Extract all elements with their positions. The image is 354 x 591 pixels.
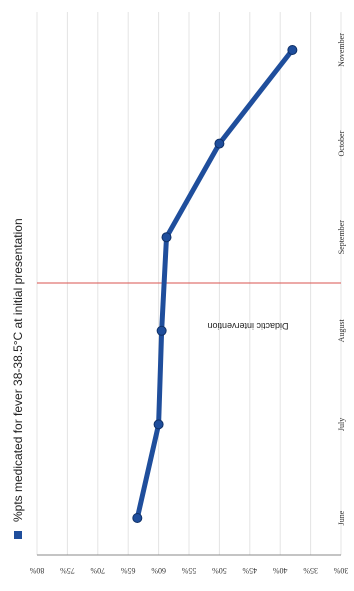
data-point [287,45,298,55]
legend-swatch [14,531,22,539]
data-point [161,232,172,243]
legend-label: %pts medicated for fever 38-38.5°C at in… [11,218,25,522]
x-category-label: November [337,33,346,67]
y-tick-label: 65% [121,566,136,575]
data-point [214,138,225,149]
data-point [156,325,167,336]
y-tick-label: 70% [90,566,105,575]
y-tick-label: 55% [181,566,196,575]
y-axis-tick-labels: 30% 35% 40% 45% 50% 55% 60% 65% 70% 75% 80% [29,566,348,575]
legend: %pts medicated for fever 38-38.5°C at in… [11,218,25,539]
y-tick-label: 80% [29,566,44,575]
x-axis-category-labels: June July August September October November [337,33,346,526]
data-point [153,419,164,430]
y-tick-label: 30% [333,566,348,575]
intervention-label: Didactic intervention [207,321,288,331]
x-category-label: July [337,418,346,431]
x-category-label: October [337,130,346,156]
y-tick-label: 60% [151,566,166,575]
series-line [134,47,295,521]
y-tick-label: 75% [60,566,75,575]
y-tick-label: 45% [242,566,257,575]
x-category-label: September [337,220,346,255]
x-category-label: August [337,318,346,342]
x-category-label: June [337,510,346,525]
y-tick-label: 50% [212,566,227,575]
y-tick-label: 40% [273,566,288,575]
series-group [132,45,298,523]
y-tick-label: 35% [303,566,318,575]
data-point [132,513,143,523]
